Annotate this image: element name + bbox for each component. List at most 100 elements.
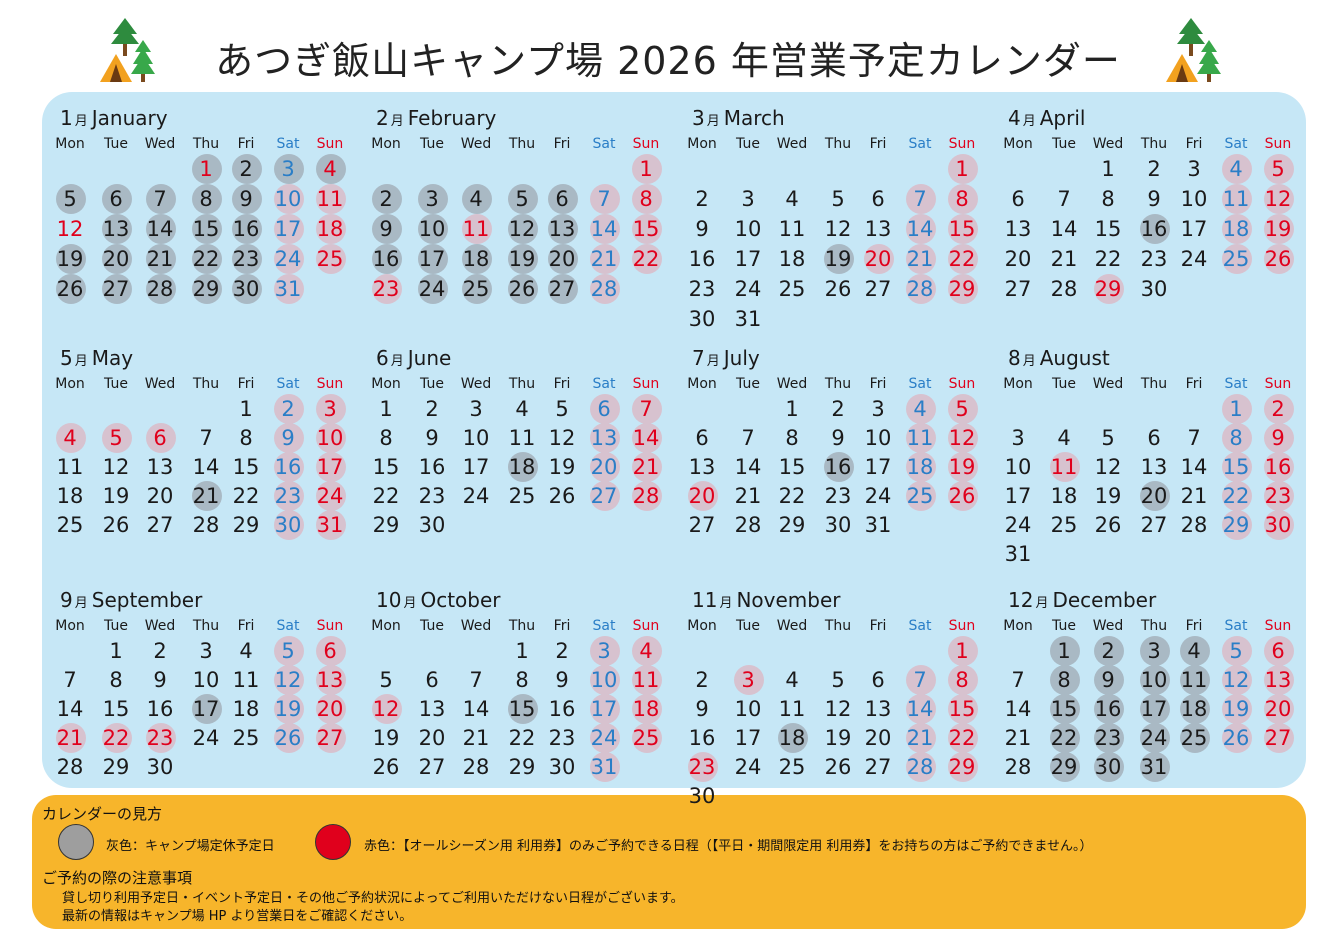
day-cell: 3 [584, 636, 624, 666]
day-cell: 25 [778, 755, 806, 779]
day-cell: 17 [734, 247, 762, 271]
day-cell: 10 [1134, 665, 1174, 695]
day-cell: 16 [418, 455, 446, 479]
day-cell: 21 [186, 481, 226, 511]
day-cell: 22 [96, 723, 136, 753]
legend-heading: カレンダーの見方 [42, 805, 163, 823]
day-cell: 15 [502, 694, 542, 724]
day-cell: 11 [56, 455, 84, 479]
day-cell: 2 [1088, 636, 1128, 666]
day-cell: 29 [778, 513, 806, 537]
day-cell: 10 [584, 665, 624, 695]
weekday-thu: Thu [824, 376, 852, 392]
day-cell: 25 [456, 274, 496, 304]
day-cell: 22 [508, 726, 536, 750]
day-cell: 18 [778, 247, 806, 271]
weekday-wed: Wed [460, 376, 492, 392]
day-cell: 9 [366, 214, 406, 244]
day-cell: 4 [1216, 154, 1256, 184]
weekday-sun: Sun [948, 376, 976, 392]
day-cell: 11 [778, 697, 806, 721]
day-cell: 13 [688, 455, 716, 479]
weekday-tue: Tue [1052, 376, 1076, 392]
weekday-mon: Mon [55, 136, 85, 152]
day-cell: 6 [542, 184, 582, 214]
day-cell: 23 [1088, 723, 1128, 753]
weekday-sat: Sat [908, 618, 932, 634]
day-cell: 26 [372, 755, 400, 779]
month-title: 4 月 April [1008, 106, 1085, 130]
day-cell: 10 [734, 217, 762, 241]
month-suffix: 月 [706, 354, 720, 369]
day-cell: 12 [268, 665, 308, 695]
weekday-sun: Sun [1264, 136, 1292, 152]
month-april: 4 月 April Mon Tue Wed Thu Fri Sat Sun 1 2 3 4 5 6 7 8 9 10 1… [990, 92, 1294, 332]
month-suffix: 月 [1035, 596, 1049, 611]
tent-trees-right-icon [1166, 18, 1221, 82]
day-cell: 9 [425, 426, 439, 450]
day-cell: 9 [268, 423, 308, 453]
day-cell: 9 [1258, 423, 1298, 453]
day-cell: 21 [900, 244, 940, 274]
day-cell: 16 [1088, 694, 1128, 724]
day-cell: 26 [548, 484, 576, 508]
day-cell: 13 [864, 697, 892, 721]
day-cell: 25 [508, 484, 536, 508]
day-cell: 15 [372, 455, 400, 479]
weekday-tue: Tue [420, 376, 444, 392]
month-name: May [91, 346, 134, 370]
weekday-thu: Thu [192, 136, 220, 152]
day-cell: 27 [96, 274, 136, 304]
day-cell: 28 [1004, 755, 1032, 779]
month-number: 3 [692, 106, 705, 130]
day-cell: 3 [1134, 636, 1174, 666]
weekday-wed: Wed [776, 376, 808, 392]
day-cell: 3 [1011, 426, 1025, 450]
day-cell: 18 [232, 697, 260, 721]
day-cell: 6 [425, 668, 439, 692]
day-cell: 14 [734, 455, 762, 479]
day-cell: 17 [310, 452, 350, 482]
day-cell: 21 [50, 723, 90, 753]
month-suffix: 月 [74, 596, 88, 611]
day-cell: 24 [734, 277, 762, 301]
day-cell: 21 [1180, 484, 1208, 508]
day-cell: 16 [548, 697, 576, 721]
month-name: August [1039, 346, 1110, 370]
day-cell: 6 [871, 187, 885, 211]
day-cell: 2 [1147, 157, 1161, 181]
day-cell: 14 [1050, 217, 1078, 241]
day-cell: 3 [871, 397, 885, 421]
day-cell: 5 [942, 394, 982, 424]
weekday-tue: Tue [736, 136, 760, 152]
day-cell: 5 [502, 184, 542, 214]
day-cell: 6 [871, 668, 885, 692]
day-cell: 16 [1258, 452, 1298, 482]
weekday-fri: Fri [553, 618, 571, 634]
day-cell: 29 [942, 752, 982, 782]
weekday-wed: Wed [776, 618, 808, 634]
day-cell: 21 [626, 452, 666, 482]
day-cell: 24 [1004, 513, 1032, 537]
day-cell: 9 [695, 697, 709, 721]
day-cell: 14 [56, 697, 84, 721]
day-cell: 23 [366, 274, 406, 304]
day-cell: 21 [1050, 247, 1078, 271]
day-cell: 27 [1258, 723, 1298, 753]
day-cell: 13 [864, 217, 892, 241]
day-cell: 4 [310, 154, 350, 184]
day-cell: 12 [102, 455, 130, 479]
day-cell: 30 [146, 755, 174, 779]
day-cell: 6 [584, 394, 624, 424]
day-cell: 21 [900, 723, 940, 753]
day-cell: 8 [109, 668, 123, 692]
day-cell: 20 [310, 694, 350, 724]
day-cell: 28 [56, 755, 84, 779]
day-cell: 7 [63, 668, 77, 692]
day-cell: 22 [778, 484, 806, 508]
day-cell: 7 [1011, 668, 1025, 692]
day-cell: 8 [186, 184, 226, 214]
day-cell: 27 [584, 481, 624, 511]
day-cell: 30 [268, 510, 308, 540]
gray-legend-label: 灰色：キャンプ場定休予定日 [106, 839, 275, 854]
